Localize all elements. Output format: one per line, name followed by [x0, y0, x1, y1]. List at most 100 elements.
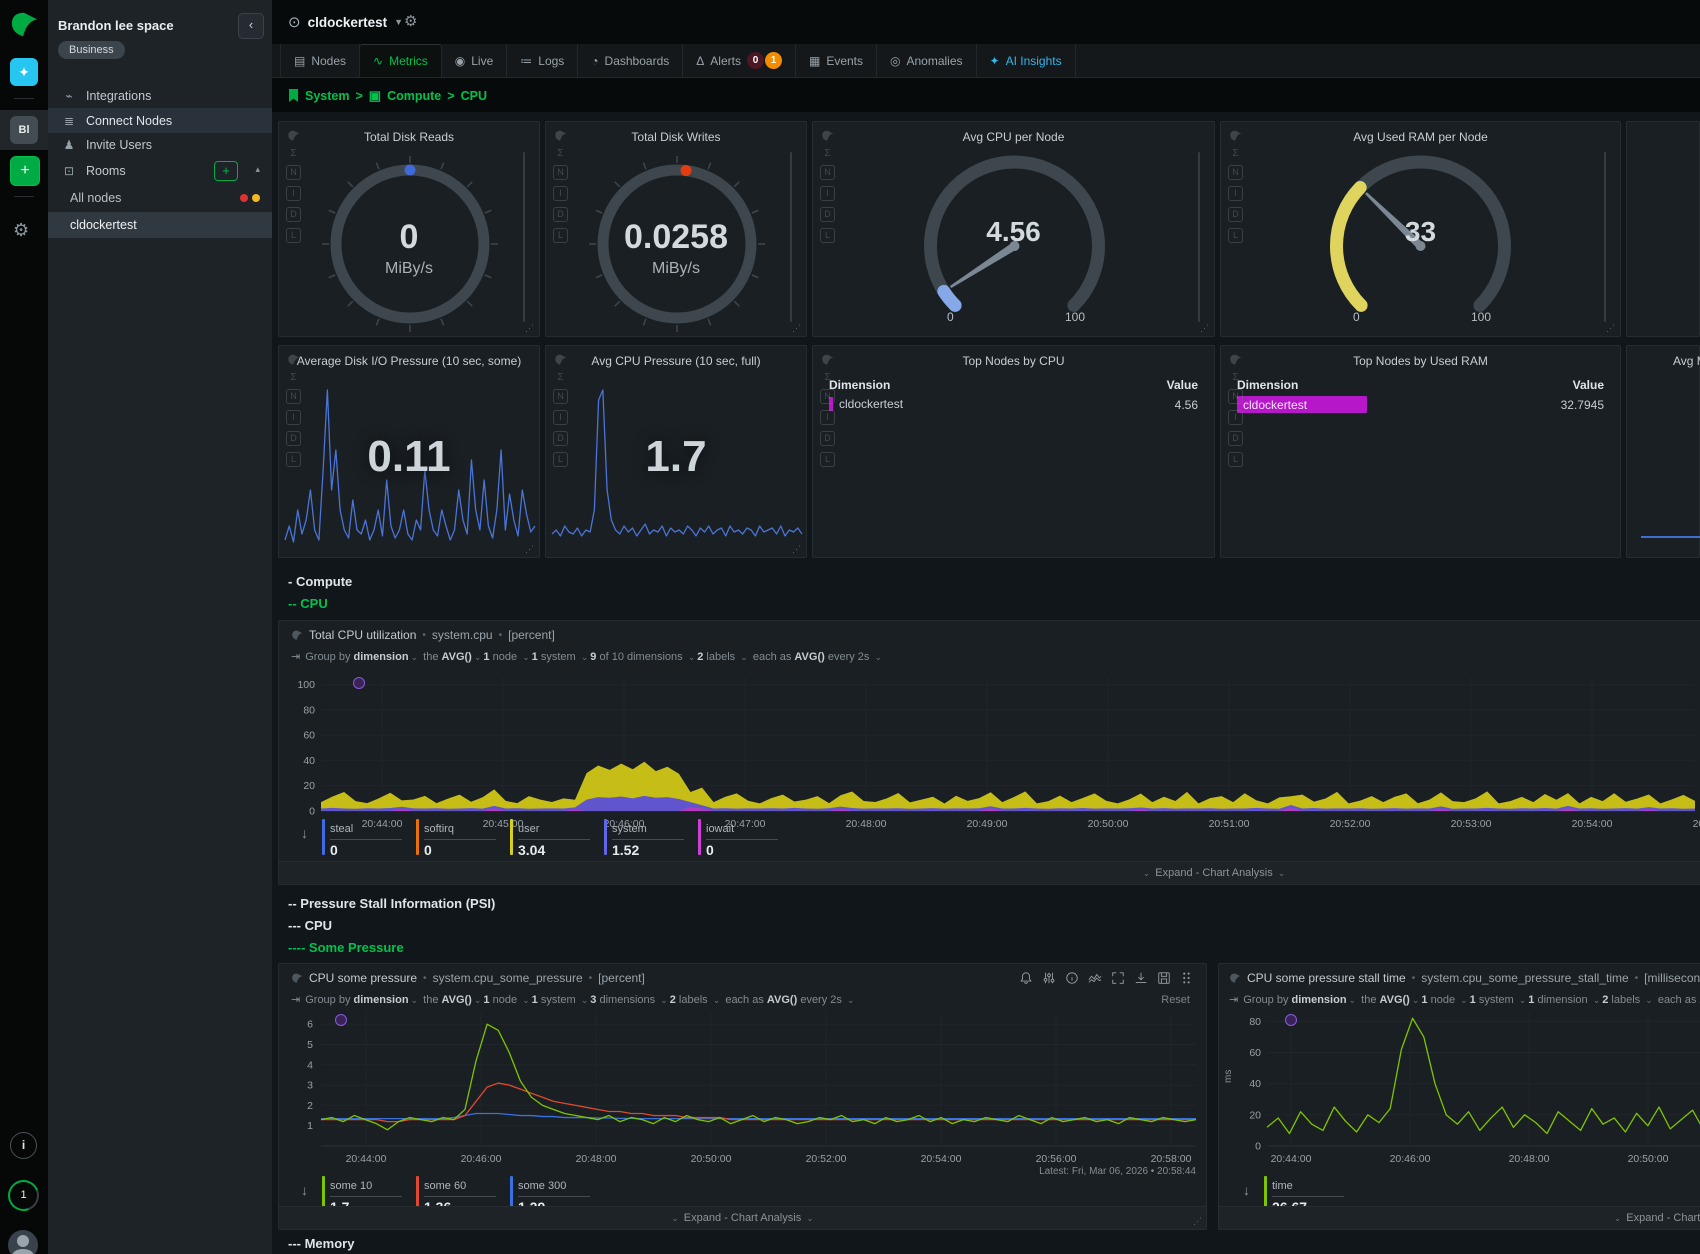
legend-item-iowait[interactable]: iowait 0	[698, 819, 784, 860]
tab-dashboards[interactable]: ◔ Dashboards	[578, 44, 684, 77]
add-space-button[interactable]: +	[10, 156, 40, 186]
col-header-value[interactable]: Value	[1166, 378, 1198, 392]
toolbar-segment[interactable]: 2	[697, 651, 704, 663]
chart-toolbar[interactable]: ⇥ Group by dimension ⌄ the AVG() ⌄ 1 node ⌄ 1…	[291, 650, 884, 663]
sliders-icon[interactable]	[1042, 971, 1056, 985]
chevron-down-icon[interactable]: ⌄	[874, 652, 883, 662]
toolbar-segment[interactable]: 1	[483, 651, 490, 663]
chevron-up-icon[interactable]: ▴	[255, 164, 260, 174]
breadcrumb-mid[interactable]: Compute	[387, 89, 442, 103]
legend-item-system[interactable]: system 1.52	[604, 819, 690, 860]
chart-toolbar[interactable]: ⇥ Group by dimension ⌄ the AVG() ⌄ 1 node ⌄ 1…	[291, 993, 857, 1006]
toolbar-segment[interactable]: AVG()	[794, 651, 825, 663]
room-selector[interactable]: ⊙ cldockertest ▼	[288, 13, 403, 31]
resize-handle[interactable]: ⋰	[1193, 1216, 1202, 1226]
news-count-button[interactable]: 1	[2, 1174, 45, 1217]
room-settings-gear-icon[interactable]: ⚙	[404, 13, 418, 30]
netdata-logo-icon[interactable]	[9, 9, 39, 44]
toolbar-segment[interactable]: dimension	[1291, 994, 1347, 1006]
sidebar-item-invite-users[interactable]: ♟ Invite Users	[48, 133, 272, 157]
card-disk-io-pressure[interactable]: Average Disk I/O Pressure (10 sec, some)…	[278, 345, 540, 558]
tab-ai-insights[interactable]: ✦ AI Insights	[977, 44, 1076, 77]
col-header-value[interactable]: Value	[1572, 378, 1604, 392]
info-icon[interactable]: i	[10, 1132, 37, 1159]
breadcrumb-leaf[interactable]: CPU	[460, 89, 487, 103]
cpu-utilization-chart[interactable]: 0 20 40 60 80 100 20:44:00 20:45:00 20:46:00 20:4…	[281, 673, 1700, 833]
expand-chart-analysis[interactable]: ⌄ Expand - Chart Analysis ⌄	[279, 861, 1700, 884]
chevron-down-icon[interactable]: ⌄	[1592, 995, 1601, 1005]
card-cpu-stall-time[interactable]: CPU some pressure stall time • system.cp…	[1218, 963, 1700, 1230]
chart-toolbar[interactable]: ⇥ Group by dimension ⌄ the AVG() ⌄ 1 node ⌄ 1…	[1229, 993, 1700, 1006]
expand-chart-analysis[interactable]: ⌄ Expand - Chart Analysis ⌄	[279, 1206, 1206, 1229]
breadcrumb[interactable]: System > ▣ Compute > CPU	[288, 88, 487, 104]
chevron-down-icon[interactable]: ⌄	[846, 995, 855, 1005]
expand-chart-analysis[interactable]: ⌄ Expand - Chart Analysis ⌄	[1219, 1206, 1700, 1229]
resize-handle[interactable]: ⋰	[792, 544, 801, 554]
legend-item-user[interactable]: user 3.04	[510, 819, 596, 860]
toolbar-segment[interactable]: 9	[590, 651, 597, 663]
breadcrumb-root[interactable]: System	[305, 89, 350, 103]
add-room-button[interactable]: +	[214, 161, 238, 181]
chevron-down-icon[interactable]: ⌄	[712, 995, 721, 1005]
toolbar-segment[interactable]: 1	[531, 994, 538, 1006]
card-clipped-gauge[interactable]	[1626, 121, 1700, 337]
download-icon[interactable]	[1134, 971, 1148, 985]
chevron-down-icon[interactable]: ⌄	[473, 652, 482, 662]
section-compute[interactable]: - Compute	[288, 574, 353, 589]
anomaly-badge-icon[interactable]	[1285, 1014, 1297, 1026]
sidebar-item-integrations[interactable]: ⌁ Integrations	[48, 84, 272, 108]
section-some-pressure[interactable]: ---- Some Pressure	[288, 940, 404, 955]
collapse-toolbar-icon[interactable]: ⇥	[291, 994, 301, 1006]
toolbar-segment[interactable]: 2	[669, 994, 676, 1006]
tab-logs[interactable]: ≔ Logs	[507, 44, 579, 77]
legend-sort-icon[interactable]: ↓	[301, 1182, 308, 1198]
chevron-down-icon[interactable]: ⌄	[660, 995, 668, 1005]
resize-handle[interactable]: ⋰	[1200, 323, 1209, 333]
table-row-highlighted[interactable]: cldockertest	[1237, 396, 1367, 413]
toolbar-segment[interactable]: 1	[483, 994, 490, 1006]
tab-anomalies[interactable]: ◎ Anomalies	[877, 44, 977, 77]
legend-sort-icon[interactable]: ↓	[1243, 1182, 1250, 1198]
legend-sort-icon[interactable]: ↓	[301, 825, 308, 841]
legend-item-steal[interactable]: steal 0	[322, 819, 408, 860]
collapse-toolbar-icon[interactable]: ⇥	[291, 651, 301, 663]
collapse-sidebar-button[interactable]: ‹	[238, 13, 264, 39]
gear-icon[interactable]: ⚙	[13, 220, 30, 240]
chevron-down-icon[interactable]: ⌄	[580, 652, 589, 662]
reset-button[interactable]: Reset	[1161, 994, 1190, 1006]
card-cpu-some-pressure[interactable]: CPU some pressure • system.cpu_some_pres…	[278, 963, 1207, 1230]
expand-icon[interactable]	[1111, 971, 1125, 985]
toolbar-segment[interactable]: dimension	[353, 651, 409, 663]
toolbar-segment[interactable]: AVG()	[441, 651, 472, 663]
sidebar-item-all-nodes[interactable]: All nodes	[48, 186, 272, 210]
node-name[interactable]: cldockertest	[839, 397, 904, 411]
stall-time-chart[interactable]: 0 20 40 60 80 20:44:00 20:46:00 20:48:00 20:50:0…	[1219, 1008, 1700, 1168]
chevron-down-icon[interactable]: ⌄	[1518, 995, 1527, 1005]
chevron-down-icon[interactable]: ⌄	[522, 995, 530, 1005]
save-icon[interactable]	[1157, 971, 1171, 985]
toolbar-segment[interactable]: AVG()	[1379, 994, 1410, 1006]
tab-metrics[interactable]: ∿ Metrics	[360, 44, 442, 77]
card-top-nodes-cpu[interactable]: Top Nodes by CPU Dimension Value cldocke…	[812, 345, 1215, 558]
toolbar-segment[interactable]: 3	[590, 994, 597, 1006]
section-cpu[interactable]: -- CPU	[288, 596, 328, 611]
chevron-down-icon[interactable]: ⌄	[1348, 995, 1357, 1005]
collapse-toolbar-icon[interactable]: ⇥	[1229, 994, 1239, 1006]
toolbar-segment[interactable]: AVG()	[766, 994, 798, 1006]
chevron-down-icon[interactable]: ⌄	[522, 652, 530, 662]
col-header-dimension[interactable]: Dimension	[1237, 378, 1299, 392]
resize-handle[interactable]: ⋰	[525, 323, 534, 333]
mini-scrollbar[interactable]	[1604, 152, 1606, 322]
waves-icon[interactable]	[1088, 971, 1102, 985]
section-psi-cpu[interactable]: --- CPU	[288, 918, 333, 933]
bell-icon[interactable]	[1019, 971, 1033, 985]
chevron-down-icon[interactable]: ⌄	[740, 652, 748, 662]
section-memory[interactable]: --- Memory	[288, 1236, 355, 1251]
mini-scrollbar[interactable]	[523, 152, 525, 322]
chevron-down-icon[interactable]: ⌄	[1645, 995, 1653, 1005]
anomaly-badge-icon[interactable]	[335, 1014, 347, 1026]
sidebar-item-room-cldockertest[interactable]: cldockertest	[48, 212, 272, 238]
